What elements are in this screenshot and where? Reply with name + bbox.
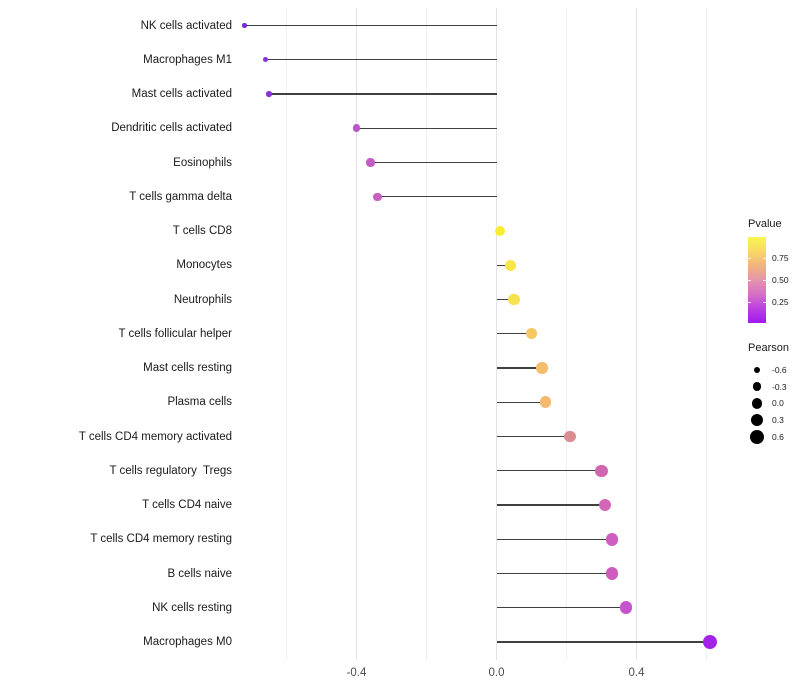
plot-panel xyxy=(238,8,717,660)
category-label: Dendritic cells activated xyxy=(111,122,232,135)
lollipop-stem xyxy=(496,572,612,575)
lollipop-stem xyxy=(496,367,542,369)
lollipop-stem xyxy=(496,333,532,335)
pvalue-gradient-bar xyxy=(748,237,766,323)
pearson-size-dot xyxy=(751,398,763,409)
category-label: Monocytes xyxy=(176,259,232,272)
pearson-legend-title: Pearson xyxy=(748,342,789,354)
data-point xyxy=(525,328,538,340)
pvalue-tick-mark xyxy=(763,301,766,303)
lollipop-stem xyxy=(496,504,605,506)
category-label: NK cells activated xyxy=(140,19,232,32)
data-point xyxy=(373,192,382,201)
pearson-size-label: 0.3 xyxy=(772,415,784,426)
lollipop-stem xyxy=(496,607,626,609)
category-label: T cells follicular helper xyxy=(118,327,232,340)
pvalue-legend-title: Pvalue xyxy=(748,218,782,230)
category-label: Plasma cells xyxy=(167,396,232,409)
x-tick-label: 0.4 xyxy=(628,667,645,679)
data-point xyxy=(494,225,506,237)
lollipop-stem xyxy=(244,24,497,27)
category-label: T cells gamma delta xyxy=(129,190,232,203)
data-point xyxy=(703,635,717,649)
gridline xyxy=(636,8,637,660)
gridline xyxy=(356,8,357,660)
pvalue-tick-label: 0.75 xyxy=(772,253,789,264)
pearson-size-label: -0.3 xyxy=(772,381,787,392)
data-point xyxy=(598,498,612,512)
data-point xyxy=(605,532,619,546)
pearson-size-label: -0.6 xyxy=(772,365,787,375)
category-label: NK cells resting xyxy=(152,601,232,614)
x-tick-label: -0.4 xyxy=(346,667,367,679)
lollipop-stem xyxy=(496,264,511,266)
lollipop-stem xyxy=(496,470,602,472)
data-point xyxy=(564,430,576,443)
category-label: Mast cells resting xyxy=(143,362,232,374)
gridline xyxy=(426,8,427,660)
lollipop-stem xyxy=(370,161,497,164)
pvalue-tick-mark xyxy=(763,258,766,260)
pearson-size-dot xyxy=(753,366,760,373)
lollipop-stem xyxy=(496,435,570,438)
data-point xyxy=(266,91,272,97)
pvalue-tick-mark xyxy=(748,258,751,260)
data-point xyxy=(536,362,548,374)
lollipop-stem xyxy=(269,93,497,95)
lollipop-stem xyxy=(356,127,497,129)
lollipop-stem xyxy=(496,538,612,540)
category-label: B cells naive xyxy=(167,567,232,580)
pearson-size-dot xyxy=(752,382,762,392)
data-point xyxy=(505,259,516,271)
category-label: T cells CD4 naive xyxy=(142,499,232,511)
category-label: Mast cells activated xyxy=(131,88,232,100)
pearson-size-dot xyxy=(750,413,764,427)
category-label: Eosinophils xyxy=(173,156,232,169)
pvalue-tick-mark xyxy=(748,280,751,281)
x-tick-label: 0.0 xyxy=(488,667,505,679)
gridline xyxy=(286,8,287,660)
pearson-size-label: 0.6 xyxy=(772,431,784,442)
pearson-size-dot xyxy=(750,429,764,444)
pvalue-tick-mark xyxy=(748,301,751,303)
gridline xyxy=(566,8,567,660)
pvalue-tick-label: 0.25 xyxy=(772,296,789,307)
data-point xyxy=(262,57,269,63)
category-label: Macrophages M0 xyxy=(143,636,232,648)
data-point xyxy=(508,293,520,305)
data-point xyxy=(242,23,247,28)
pvalue-tick-label: 0.50 xyxy=(772,275,789,285)
category-label: Macrophages M1 xyxy=(143,53,232,66)
lollipop-stem xyxy=(265,59,497,61)
category-label: T cells CD4 memory resting xyxy=(90,533,232,546)
category-label: T cells regulatory Tregs xyxy=(109,464,232,477)
lollipop-stem xyxy=(377,196,497,198)
data-point xyxy=(619,601,633,615)
data-point xyxy=(605,567,619,580)
data-point xyxy=(539,396,552,409)
pvalue-tick-mark xyxy=(763,280,766,281)
category-label: T cells CD4 memory activated xyxy=(78,430,232,443)
gridline xyxy=(706,8,707,660)
category-label: Neutrophils xyxy=(173,293,232,306)
category-label: T cells CD8 xyxy=(172,225,232,237)
data-point xyxy=(595,464,608,477)
data-point xyxy=(352,124,361,133)
lollipop-stem xyxy=(496,298,514,301)
pearson-size-label: 0.0 xyxy=(772,398,784,409)
lollipop-stem xyxy=(496,401,546,403)
data-point xyxy=(366,158,375,167)
lollipop-stem xyxy=(496,641,710,643)
